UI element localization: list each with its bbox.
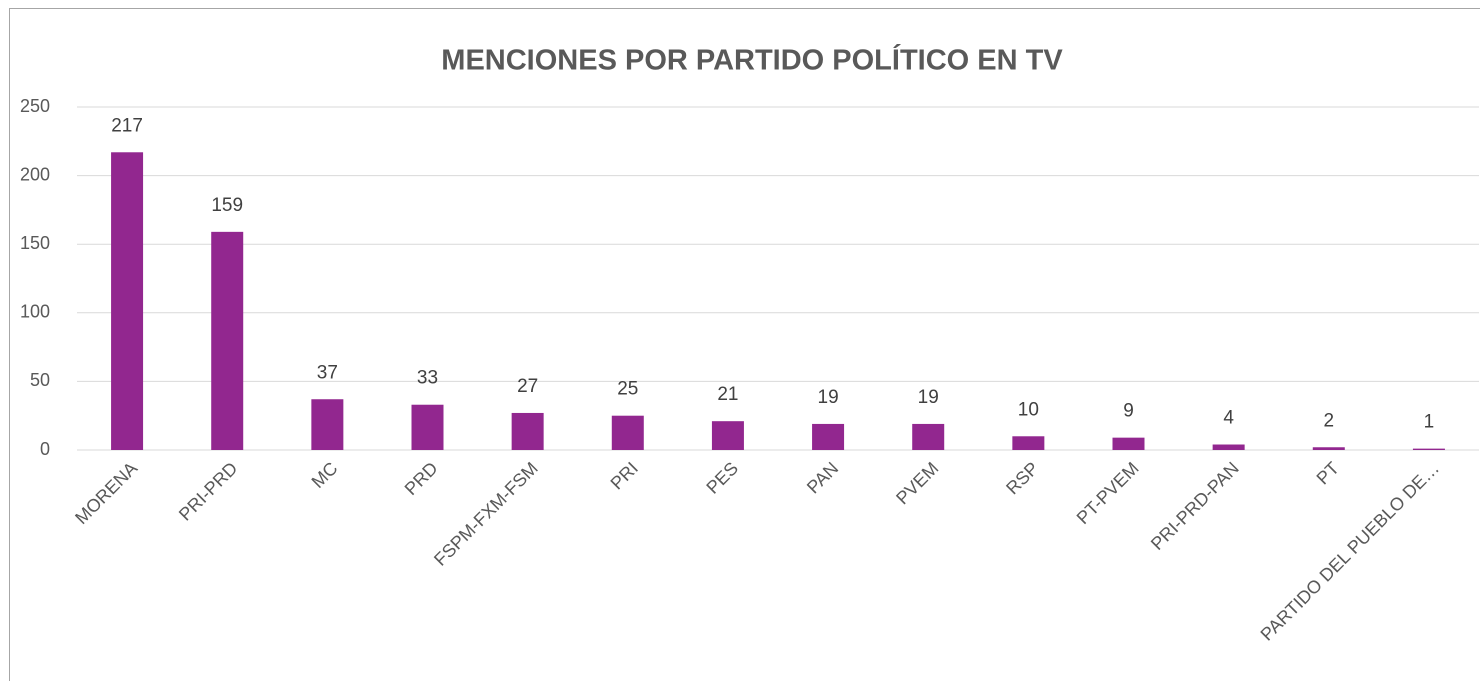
- bar: [812, 423, 845, 450]
- bar: [1212, 444, 1245, 450]
- bar: [411, 404, 444, 450]
- bar: [211, 231, 244, 450]
- bar: [711, 421, 744, 450]
- y-tick-label: 200: [20, 164, 50, 184]
- y-tick-label: 100: [20, 302, 50, 322]
- x-tick-label: PARTIDO DEL PUEBLO DE…: [1257, 458, 1443, 644]
- value-label: 2: [1323, 410, 1334, 431]
- bar: [1012, 436, 1045, 450]
- y-tick-label: 150: [20, 233, 50, 253]
- value-label: 19: [918, 387, 939, 408]
- value-label: 19: [818, 387, 839, 408]
- x-tick-label: MC: [308, 458, 342, 492]
- value-label: 27: [517, 376, 538, 397]
- bar: [311, 399, 344, 450]
- value-label: 10: [1018, 399, 1039, 420]
- value-label: 33: [417, 368, 438, 389]
- x-tick-label: PRI-PRD-PAN: [1147, 458, 1243, 554]
- value-label: 21: [717, 384, 738, 405]
- x-tick-label: PAN: [803, 458, 842, 497]
- value-label: 4: [1223, 408, 1234, 429]
- chart-title: MENCIONES POR PARTIDO POLÍTICO EN TV: [441, 43, 1063, 77]
- value-label: 1: [1424, 412, 1435, 433]
- value-label: 9: [1123, 401, 1134, 422]
- bar: [1412, 448, 1445, 450]
- x-tick-label: FSPM-FXM-FSM: [430, 458, 542, 570]
- x-tick-label: MORENA: [71, 458, 141, 528]
- bar: [511, 412, 544, 450]
- y-tick-label: 0: [40, 439, 50, 459]
- x-tick-label: PT-PVEM: [1073, 458, 1143, 528]
- bar: [611, 415, 644, 450]
- y-tick-label: 50: [30, 370, 50, 390]
- x-tick-label: PT: [1313, 458, 1343, 488]
- value-label: 217: [111, 115, 143, 136]
- x-tick-label: PRI-PRD: [175, 458, 241, 524]
- value-label: 159: [211, 195, 243, 216]
- bar: [1312, 447, 1345, 450]
- bar: [111, 152, 144, 450]
- x-tick-label: PRD: [401, 458, 442, 499]
- x-tick-label: RSP: [1002, 458, 1042, 498]
- value-label: 37: [317, 362, 338, 383]
- bar: [912, 423, 945, 450]
- value-label: 25: [617, 379, 638, 400]
- x-tick-label: PVEM: [892, 458, 942, 508]
- y-tick-label: 250: [20, 96, 50, 116]
- chart-border: [9, 8, 1480, 681]
- bar: [1112, 437, 1145, 450]
- x-tick-label: PES: [702, 458, 742, 498]
- x-tick-label: PRI: [607, 458, 642, 493]
